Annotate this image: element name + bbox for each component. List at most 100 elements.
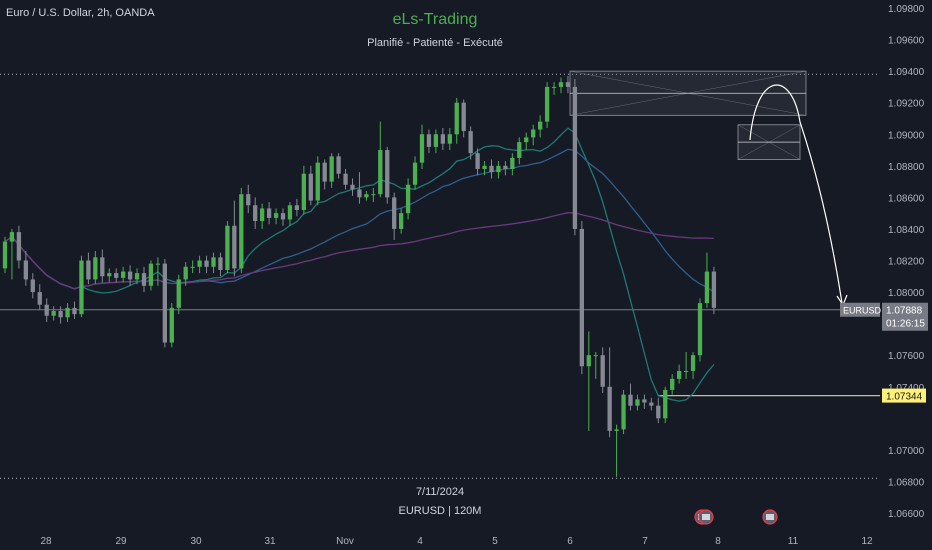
candle-body xyxy=(635,399,640,406)
candle-body xyxy=(239,194,244,269)
candle xyxy=(364,191,369,201)
candle-body xyxy=(468,131,473,154)
candle xyxy=(107,268,112,283)
candle-body xyxy=(551,86,557,88)
candle-body xyxy=(649,402,654,406)
price-tick-label: 1.08800 xyxy=(888,162,925,173)
candle-body xyxy=(183,266,188,280)
candle-body xyxy=(121,271,126,278)
candle-body xyxy=(405,184,411,214)
candle-body xyxy=(336,156,341,174)
candle-body xyxy=(246,194,251,206)
candle-body xyxy=(503,165,508,169)
flag-icon xyxy=(702,514,710,520)
candle-body xyxy=(232,225,237,269)
candle xyxy=(551,82,557,95)
candle-body xyxy=(322,162,327,182)
candle xyxy=(287,202,293,226)
candle xyxy=(134,268,140,285)
candle xyxy=(114,268,119,283)
candle xyxy=(621,389,626,435)
candle-body xyxy=(190,266,195,268)
candle xyxy=(635,394,640,411)
candle xyxy=(197,255,202,274)
candle xyxy=(538,115,543,138)
candle xyxy=(419,124,425,169)
time-tick-label: 28 xyxy=(40,536,52,547)
candle-body xyxy=(440,134,445,144)
price-badge-countdown: 01:26:15 xyxy=(886,319,925,330)
candle-body xyxy=(600,355,605,387)
candle xyxy=(294,198,300,217)
price-tick-label: 1.09000 xyxy=(888,130,925,141)
candle xyxy=(357,172,362,204)
symbol-title: Euro / U.S. Dollar, 2h, OANDA xyxy=(6,7,155,19)
candle xyxy=(426,129,432,154)
candle-body xyxy=(357,189,362,198)
candle xyxy=(141,266,147,293)
moving-averages xyxy=(4,127,715,402)
candle xyxy=(2,236,8,274)
candle-body xyxy=(461,102,466,132)
candle-body xyxy=(148,263,154,286)
candle xyxy=(642,394,647,409)
candle-body xyxy=(426,134,432,147)
candle xyxy=(121,266,126,283)
candle xyxy=(558,77,564,94)
candle xyxy=(489,159,494,179)
candle xyxy=(16,225,22,269)
candle-body xyxy=(683,370,689,372)
candle xyxy=(30,273,35,299)
candle-body xyxy=(287,205,293,220)
event-icons xyxy=(694,509,778,525)
candle xyxy=(711,266,717,315)
candle-body xyxy=(607,386,612,431)
candle xyxy=(544,82,550,128)
price-tick-label: 1.07400 xyxy=(888,383,925,394)
candle-body xyxy=(697,303,703,356)
projection-zones xyxy=(569,70,807,160)
candle xyxy=(155,257,161,286)
candle-body xyxy=(475,153,480,169)
candle xyxy=(454,97,459,144)
candle-body xyxy=(538,121,543,130)
candle-body xyxy=(524,137,529,143)
candle-body xyxy=(23,260,28,280)
price-axis[interactable]: 1.09800 1.09600 1.09400 1.09200 1.09000 1.088… xyxy=(840,4,928,520)
level-badge xyxy=(882,388,926,403)
candle xyxy=(461,99,466,138)
candle-body xyxy=(343,173,348,185)
time-tick-label: 8 xyxy=(715,536,721,547)
candle xyxy=(246,184,251,214)
candle xyxy=(670,374,675,395)
candle xyxy=(614,424,619,477)
candle-body xyxy=(642,399,647,403)
candle-body xyxy=(419,134,425,163)
level-badge-value: 1.07344 xyxy=(886,392,923,403)
candle-body xyxy=(169,307,174,343)
candle-body xyxy=(114,273,119,278)
candle-body xyxy=(371,194,376,196)
candle xyxy=(100,249,105,283)
price-tick-label: 1.08000 xyxy=(888,288,925,299)
candle xyxy=(350,178,355,196)
candle-body xyxy=(72,307,77,315)
candle xyxy=(239,187,244,274)
candle-body xyxy=(30,279,35,293)
dotted-level-lines xyxy=(0,73,880,479)
candle-body xyxy=(572,86,578,229)
price-tick-label: 1.09400 xyxy=(888,67,925,78)
candle xyxy=(225,221,230,274)
candle-body xyxy=(517,142,522,158)
candle xyxy=(93,251,98,285)
candle-body xyxy=(628,394,633,406)
price-tick-label: 1.08200 xyxy=(888,257,925,268)
candle-body xyxy=(315,162,320,201)
ma-fast-line xyxy=(4,127,715,402)
time-axis[interactable]: 28 29 30 31 Nov 4 5 6 7 8 11 12 xyxy=(40,536,873,547)
candle-body xyxy=(44,304,49,316)
projection-arc xyxy=(749,84,801,141)
candle-body xyxy=(141,273,147,286)
candle-body xyxy=(531,129,536,138)
